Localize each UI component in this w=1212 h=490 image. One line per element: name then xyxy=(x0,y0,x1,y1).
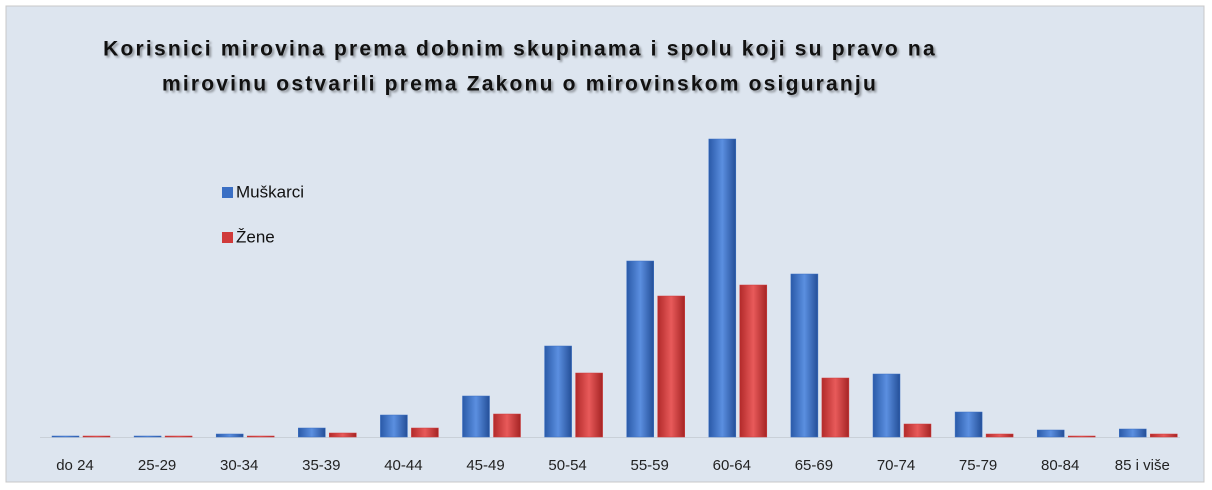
x-tick-label: 75-79 xyxy=(959,457,997,474)
chart-title: mirovinu ostvarili prema Zakonu o mirovi… xyxy=(162,73,878,96)
bar xyxy=(739,284,768,438)
bar xyxy=(329,432,357,438)
bar xyxy=(790,273,819,438)
chart-background xyxy=(5,5,1205,483)
x-tick-label: 45-49 xyxy=(466,457,504,474)
x-tick-label: 85 i više xyxy=(1115,457,1170,474)
bar xyxy=(215,433,244,438)
x-tick-label: 65-69 xyxy=(795,457,833,474)
x-tick-label: do 24 xyxy=(56,457,94,474)
x-tick-label: 35-39 xyxy=(302,457,340,474)
legend-swatch xyxy=(222,187,233,198)
x-tick-label: 40-44 xyxy=(384,457,422,474)
x-tick-label: 30-34 xyxy=(220,457,258,474)
x-tick-label: 25-29 xyxy=(138,457,176,474)
chart-title: Korisnici mirovina prema dobnim skupinam… xyxy=(103,38,937,61)
legend-label: Žene xyxy=(236,227,275,246)
bar xyxy=(164,435,193,438)
bar xyxy=(411,427,439,438)
bar xyxy=(544,345,572,438)
bar xyxy=(708,138,737,438)
bar xyxy=(133,435,162,438)
bar xyxy=(1119,428,1147,438)
bar xyxy=(51,435,80,438)
bar xyxy=(1150,433,1178,438)
bar xyxy=(872,373,901,438)
legend-swatch xyxy=(222,232,233,243)
x-tick-label: 60-64 xyxy=(713,457,751,474)
bar xyxy=(903,423,932,438)
bar xyxy=(246,435,275,438)
bar xyxy=(1067,435,1096,438)
bar xyxy=(298,427,326,438)
bar xyxy=(462,395,490,438)
bar xyxy=(985,433,1014,438)
x-tick-label: 55-59 xyxy=(631,457,669,474)
legend-label: Muškarci xyxy=(236,182,304,201)
bar xyxy=(82,435,111,438)
bar xyxy=(493,413,521,438)
bar xyxy=(954,411,983,438)
bar xyxy=(626,260,654,438)
x-tick-label: 70-74 xyxy=(877,457,915,474)
bar xyxy=(575,372,603,438)
bar xyxy=(657,295,685,438)
x-tick-label: 50-54 xyxy=(548,457,586,474)
bar xyxy=(1036,429,1065,438)
x-tick-label: 80-84 xyxy=(1041,457,1079,474)
bar xyxy=(821,377,850,438)
bar xyxy=(380,414,408,438)
